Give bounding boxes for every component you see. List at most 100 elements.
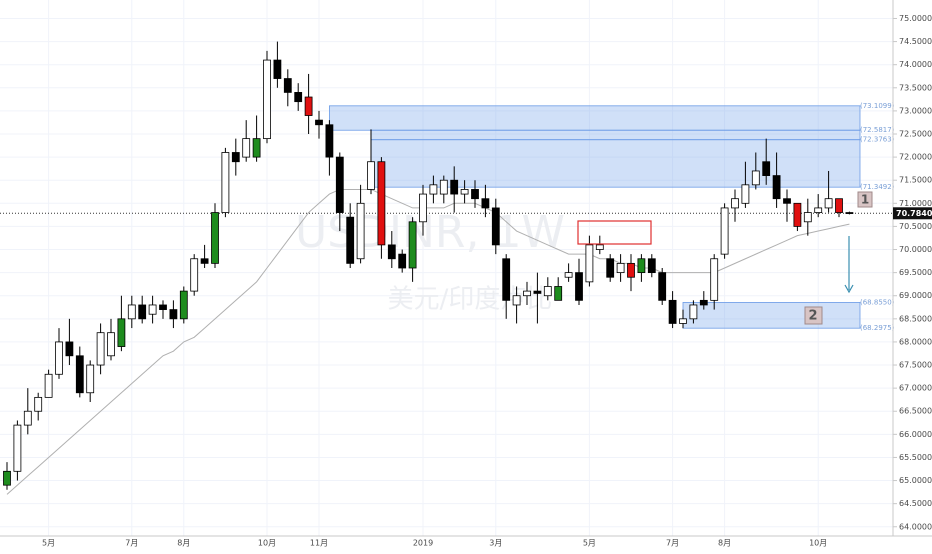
candle-body: [814, 207, 823, 213]
x-tick-label: 7月: [666, 539, 679, 548]
candle-body: [117, 318, 126, 347]
candle-body: [169, 309, 178, 320]
candle-body: [408, 221, 417, 269]
level-label: (73.1099): [860, 102, 895, 110]
candle-body: [710, 258, 719, 301]
candle-body: [34, 396, 43, 412]
x-tick-label: 5月: [42, 539, 55, 548]
candle-body: [658, 272, 667, 301]
watermark: USDINR, 1W: [295, 207, 565, 258]
zone: [370, 129, 861, 141]
candle-body: [543, 286, 552, 297]
y-tick-label: 72.5000: [899, 130, 932, 139]
candle-body: [845, 212, 854, 214]
y-tick-label: 69.0000: [899, 291, 932, 300]
zone: [682, 302, 861, 329]
y-tick-label: 74.5000: [899, 37, 932, 46]
candle-body: [44, 373, 53, 398]
candle-body: [450, 179, 459, 195]
candle-body: [554, 286, 563, 301]
candle-body: [533, 290, 542, 294]
level-label: (68.2975): [860, 324, 895, 332]
candle-body: [647, 258, 656, 274]
candle-body: [679, 318, 687, 324]
candle-body: [699, 299, 708, 306]
candle-body: [793, 202, 802, 227]
arrow-head: [844, 284, 854, 294]
axes: 64.0000 64.5000 65.0000 65.5000 66.0000 66.50…: [42, 14, 932, 548]
candle-body: [252, 138, 261, 158]
y-tick-label: 72.0000: [899, 153, 932, 162]
candle-body: [627, 262, 635, 278]
candle-body: [231, 152, 240, 163]
candle-body: [138, 304, 147, 320]
candle-body: [762, 161, 771, 176]
x-tick-label: 3月: [489, 539, 502, 548]
candle-body: [720, 207, 729, 255]
y-tick-label: 74.0000: [899, 60, 932, 69]
candle-body: [783, 198, 791, 204]
x-tick-label: 8月: [177, 539, 190, 548]
candle-body: [491, 207, 500, 246]
price-tag: [893, 207, 932, 220]
candle-body: [439, 179, 448, 195]
candle-body: [803, 212, 812, 223]
price-tag-label: 70.7840: [896, 209, 932, 218]
candle-body: [3, 470, 11, 486]
level-label: (72.3763): [860, 136, 895, 144]
candle-body: [75, 355, 84, 394]
candle-body: [564, 272, 573, 278]
candle-body: [824, 198, 833, 209]
candle-body: [419, 193, 427, 223]
y-tick-label: 65.0000: [899, 476, 932, 485]
watermark-sub: 美元/印度卢比: [388, 285, 553, 315]
candle-body: [13, 424, 22, 472]
candle-body: [471, 189, 479, 200]
candle-body: [731, 198, 739, 209]
candle-body: [523, 290, 531, 297]
candle-body: [356, 202, 365, 260]
candle-body: [460, 189, 469, 195]
candle-body: [502, 258, 511, 301]
y-tick-label: 71.5000: [899, 176, 932, 185]
candle-body: [689, 304, 698, 320]
candle-body: [127, 304, 136, 320]
candle-body: [23, 410, 32, 426]
candle-body: [179, 290, 188, 320]
candle-body: [606, 258, 615, 278]
annotation: 2: [808, 309, 817, 324]
candle-body: [190, 258, 199, 292]
candle-body: [668, 299, 677, 324]
y-tick-label: 70.0000: [899, 245, 932, 254]
candle-body: [159, 304, 167, 310]
candle-body: [575, 272, 583, 301]
candle-body: [481, 198, 490, 209]
candle-body: [86, 364, 95, 394]
moving-average: [6, 188, 850, 495]
candle-body: [637, 258, 646, 274]
candle-body: [387, 244, 396, 260]
level-label: (68.8550): [860, 298, 895, 306]
x-tick-label: 7月: [125, 539, 138, 548]
level-label: (71.3492): [860, 183, 895, 191]
y-tick-label: 69.5000: [899, 268, 932, 277]
plot: [0, 41, 893, 495]
y-tick-label: 73.0000: [899, 106, 932, 115]
candle-body: [65, 341, 74, 357]
candle-body: [398, 253, 407, 269]
candle-body: [273, 59, 282, 79]
x-tick-label: 5月: [583, 539, 596, 548]
candle-body: [263, 59, 271, 140]
highlight-box: [577, 220, 652, 245]
candle-body: [107, 332, 115, 357]
candle-body: [616, 262, 625, 274]
y-tick-label: 66.0000: [899, 430, 932, 439]
y-tick-label: 68.5000: [899, 314, 932, 323]
x-tick-label: 8月: [718, 539, 731, 548]
label-box: [804, 306, 823, 325]
candle-body: [512, 295, 521, 306]
y-tick-label: 65.5000: [899, 453, 932, 462]
candle-body: [585, 244, 594, 283]
